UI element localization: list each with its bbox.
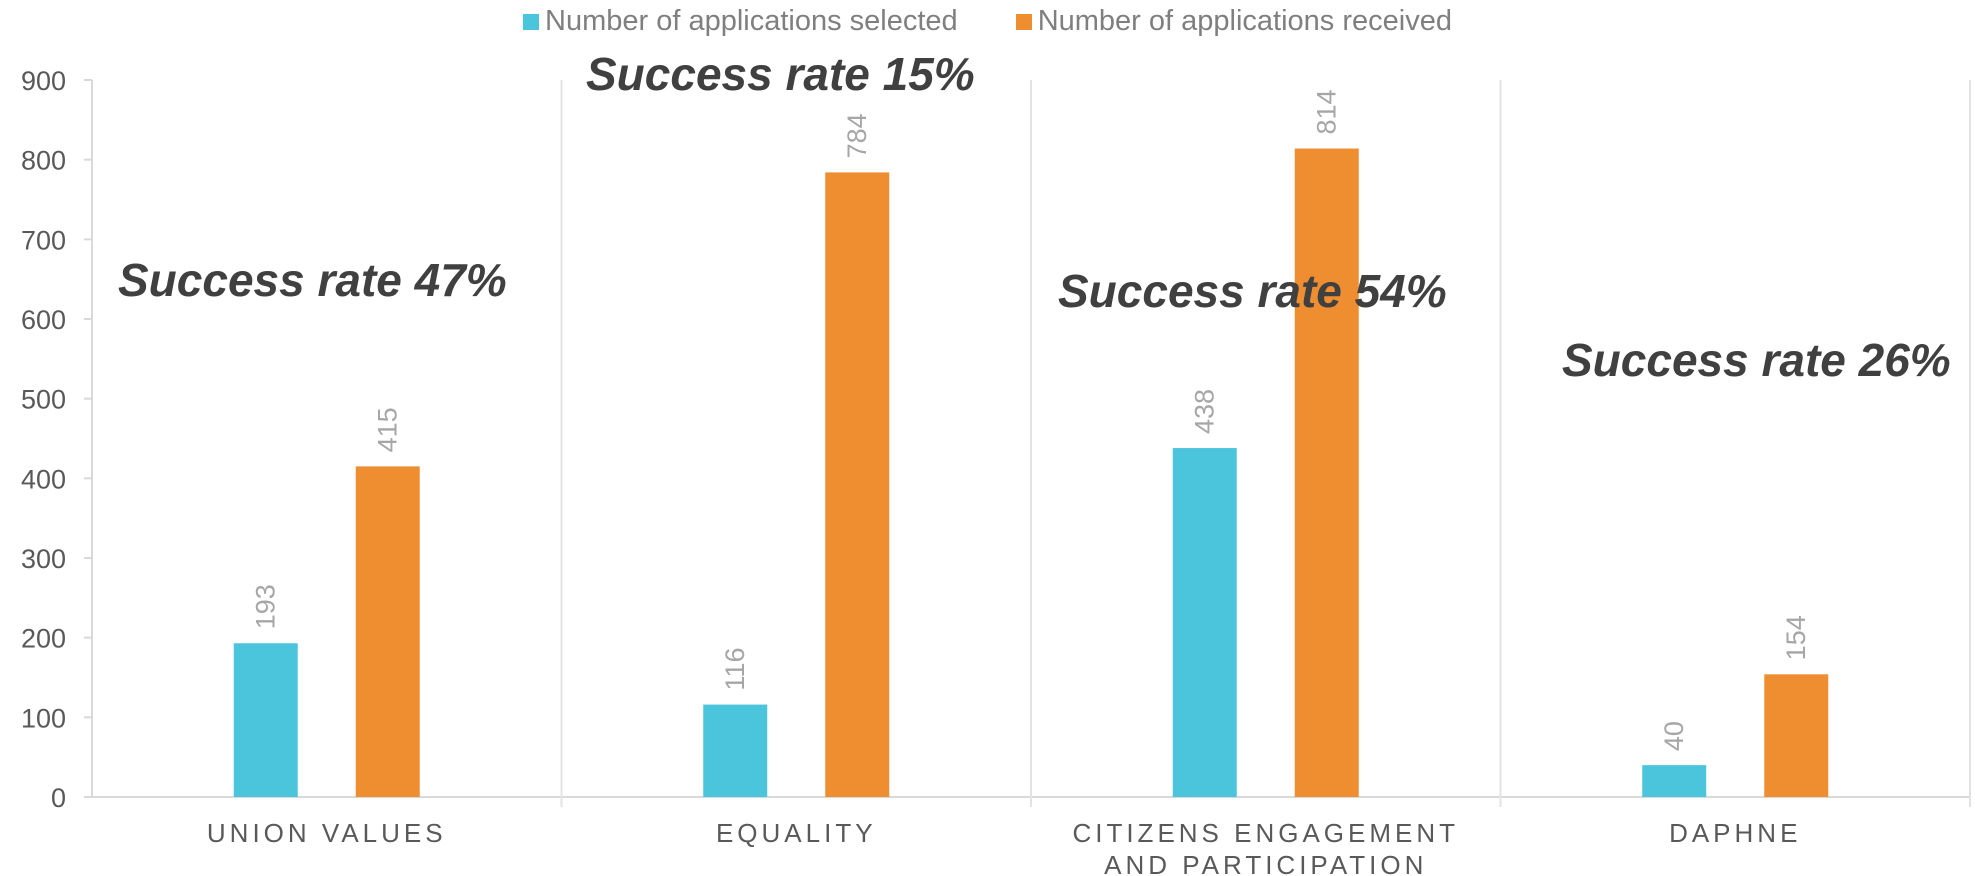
y-tick-label: 100 <box>21 703 66 733</box>
bar <box>825 172 890 797</box>
success-rate-annotation: Success rate 26% <box>1562 334 1951 386</box>
y-tick-label: 700 <box>21 225 66 255</box>
data-label: 415 <box>373 407 403 452</box>
y-tick-label: 200 <box>21 624 66 654</box>
bar <box>1172 448 1237 797</box>
legend-swatch-received <box>1015 13 1032 30</box>
y-tick-label: 500 <box>21 385 66 415</box>
bar <box>233 643 298 797</box>
x-tick-label: DAPHNE <box>1669 818 1801 848</box>
x-tick-label: CITIZENS ENGAGEMENT <box>1072 818 1459 848</box>
legend-label-selected: Number of applications selected <box>545 5 958 37</box>
data-label: 438 <box>1190 389 1220 434</box>
data-label: 40 <box>1659 721 1689 751</box>
y-tick-label: 800 <box>21 146 66 176</box>
x-tick-label: UNION VALUES <box>207 818 447 848</box>
legend-swatch-selected <box>523 13 540 30</box>
success-rate-annotation: Success rate 15% <box>586 48 975 100</box>
y-tick-label: 600 <box>21 305 66 335</box>
y-tick-label: 900 <box>21 66 66 96</box>
data-label: 116 <box>720 648 750 691</box>
data-label: 814 <box>1312 89 1342 134</box>
bar <box>1294 148 1359 798</box>
y-tick-label: 400 <box>21 464 66 494</box>
legend-item-received: Number of applications received <box>1015 5 1452 38</box>
bar <box>1764 674 1829 797</box>
y-tick-label: 300 <box>21 544 66 574</box>
bar <box>355 466 420 797</box>
bar <box>1642 765 1707 797</box>
y-tick-label: 0 <box>51 783 66 813</box>
data-label: 154 <box>1781 615 1811 660</box>
success-rate-annotation: Success rate 47% <box>118 254 507 306</box>
x-tick-label: AND PARTICIPATION <box>1104 850 1427 876</box>
success-rate-annotation: Success rate 54% <box>1058 265 1447 317</box>
data-label: 784 <box>842 113 872 158</box>
legend: Number of applications selected Number o… <box>0 5 1975 38</box>
x-tick-label: EQUALITY <box>716 818 877 848</box>
data-label: 193 <box>251 584 281 629</box>
legend-item-selected: Number of applications selected <box>523 5 958 38</box>
legend-label-received: Number of applications received <box>1037 5 1452 37</box>
bar <box>703 704 768 797</box>
